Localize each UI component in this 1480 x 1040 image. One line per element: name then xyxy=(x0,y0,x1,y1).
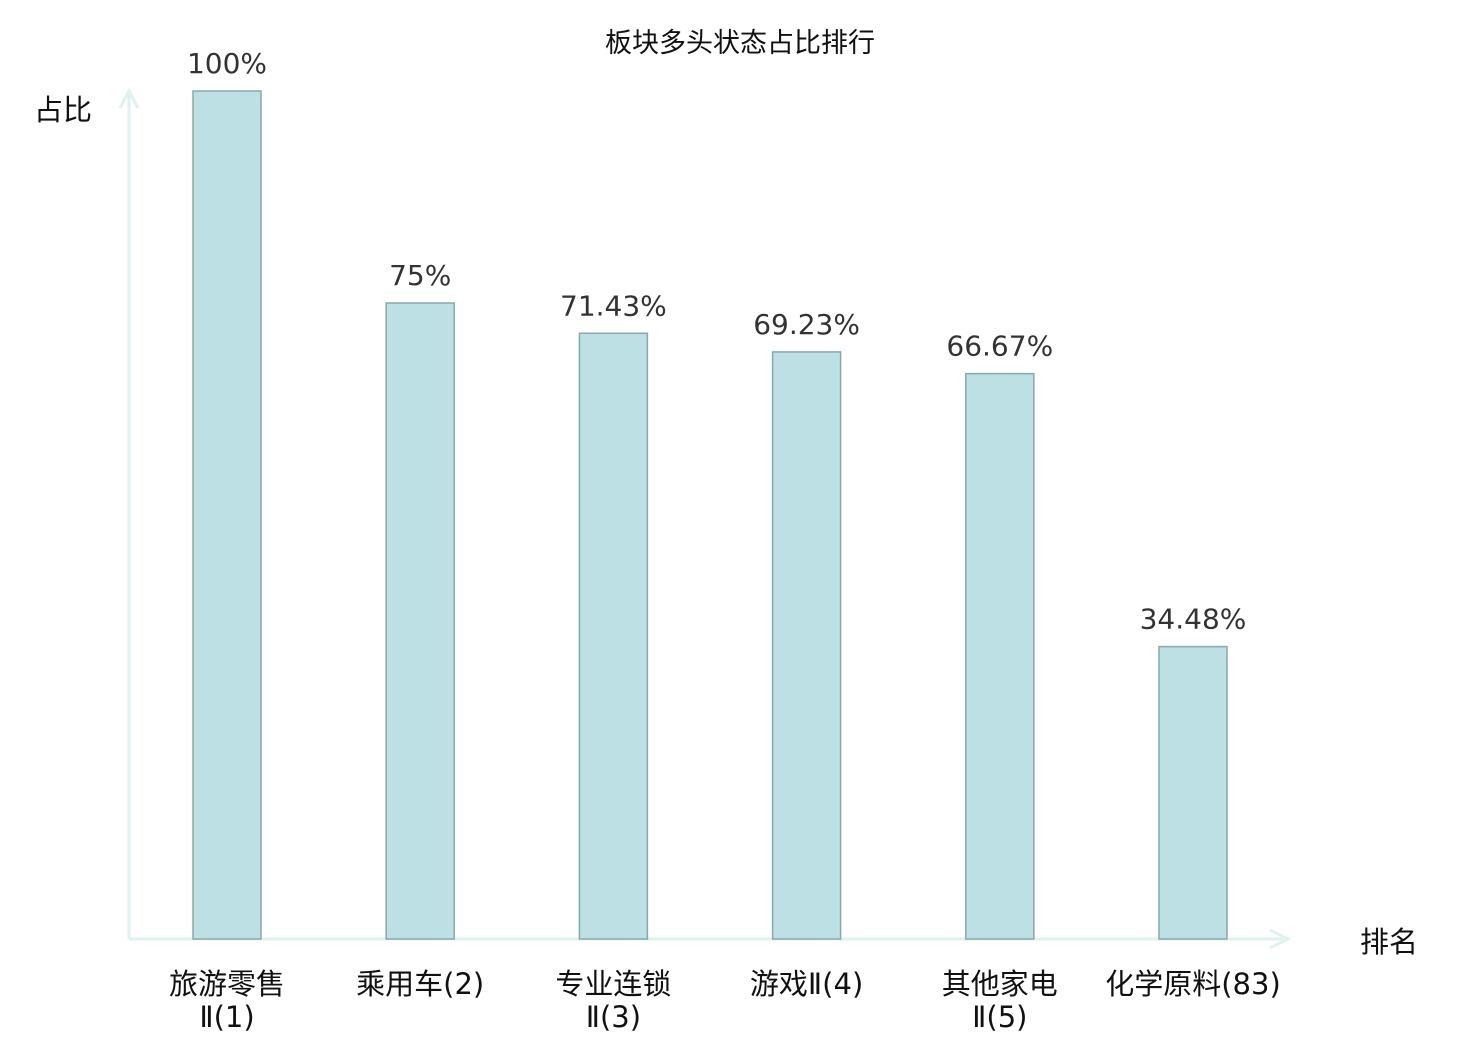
data-label: 100% xyxy=(187,47,267,80)
bar xyxy=(192,90,262,940)
data-label: 71.43% xyxy=(560,289,667,322)
x-tick-label: 旅游零售 xyxy=(169,967,285,1001)
x-axis-label: 排名 xyxy=(1360,925,1418,959)
axes xyxy=(118,87,1292,950)
bar xyxy=(385,302,455,940)
x-tick-label: Ⅱ(3) xyxy=(586,1000,641,1034)
y-axis-arrow-icon xyxy=(118,87,140,109)
x-tick-label: Ⅱ(1) xyxy=(199,1000,254,1034)
data-label: 75% xyxy=(389,259,451,292)
bar xyxy=(1158,645,1228,940)
x-tick-label: 游戏Ⅱ(4) xyxy=(750,967,863,1001)
bar xyxy=(965,372,1035,940)
y-axis-label: 占比 xyxy=(34,93,92,127)
data-label: 34.48% xyxy=(1140,603,1247,636)
x-tick-label: 专业连锁 xyxy=(555,967,671,1001)
x-tick-label: 化学原料(83) xyxy=(1105,967,1281,1001)
x-axis-arrow-icon xyxy=(1269,928,1292,950)
bar xyxy=(578,332,649,940)
data-label: 66.67% xyxy=(946,330,1053,363)
x-tick-label: Ⅱ(5) xyxy=(972,1000,1027,1034)
chart-title: 板块多头状态占比排行 xyxy=(605,28,875,59)
x-tick-label: 乘用车(2) xyxy=(356,967,484,1001)
x-tick-label: 其他家电 xyxy=(942,967,1058,1001)
bar xyxy=(771,351,842,940)
data-label: 69.23% xyxy=(753,308,860,341)
